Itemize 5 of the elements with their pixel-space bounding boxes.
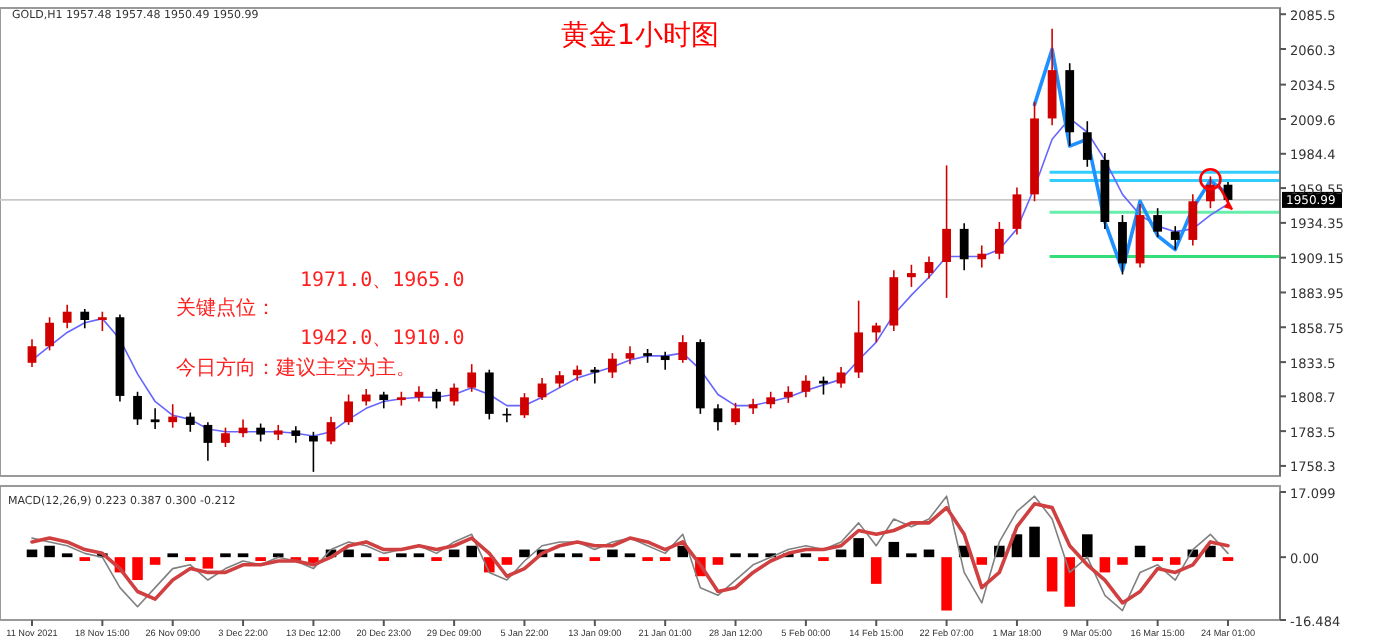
annotation: 关键点位：	[176, 296, 276, 320]
annotation: 1942.0、1910.0	[300, 328, 465, 350]
annotation: 1971.0、1965.0	[300, 270, 465, 292]
annotation: 今日方向：建议主空为主。	[176, 356, 416, 380]
text: 黄金1小时图	[561, 20, 719, 52]
